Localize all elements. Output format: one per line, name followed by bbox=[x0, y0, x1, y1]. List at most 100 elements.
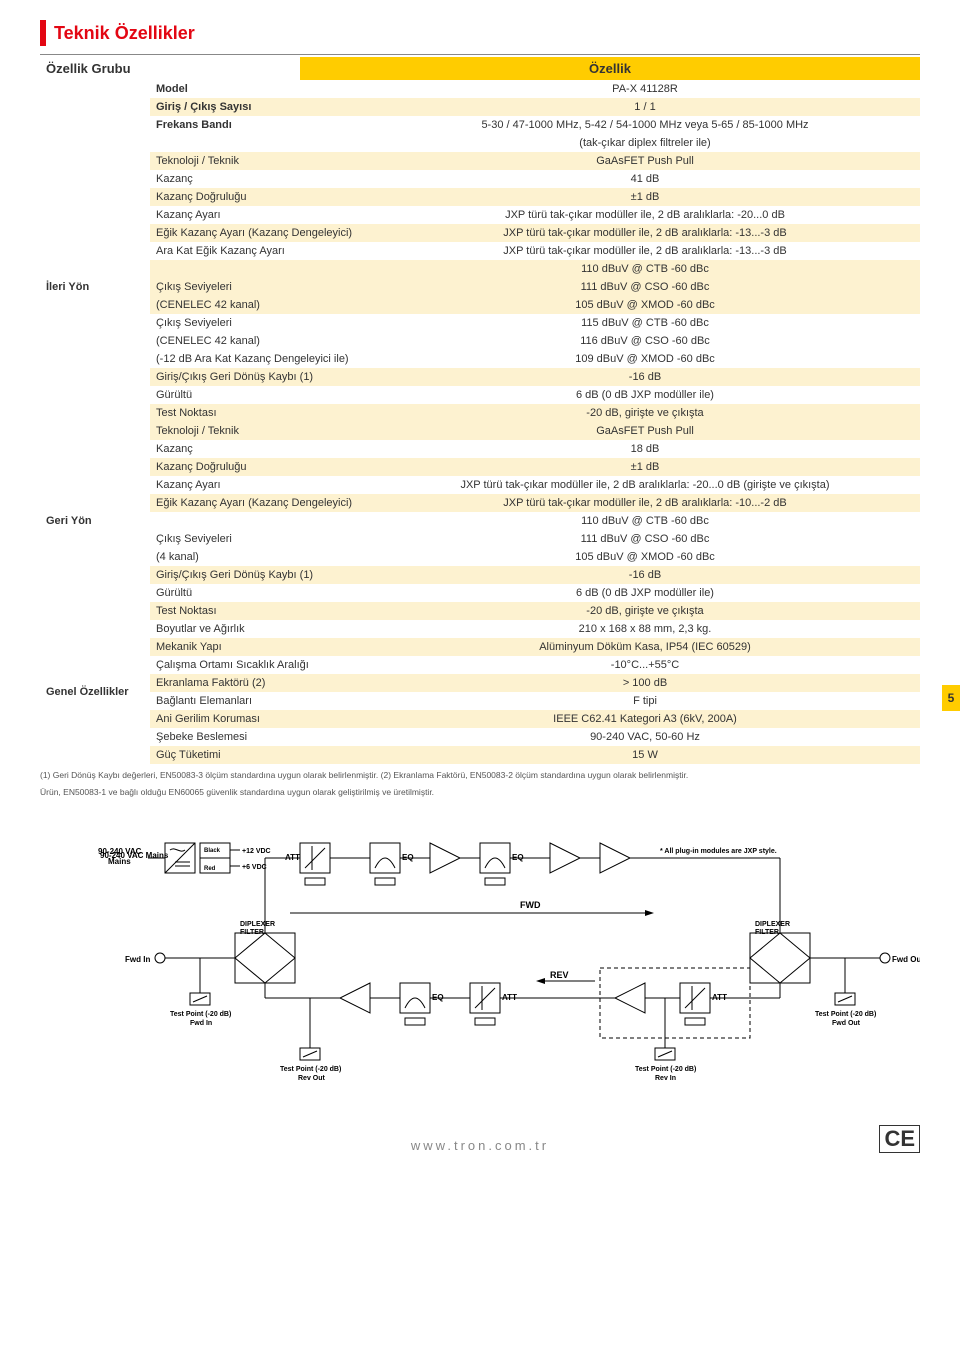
footnote-1: (1) Geri Dönüş Kaybı değerleri, EN50083-… bbox=[40, 770, 920, 781]
svg-text:Test Point (-20 dB): Test Point (-20 dB) bbox=[635, 1066, 696, 1073]
footnote-2: Ürün, EN50083-1 ve bağlı olduğu EN60065 … bbox=[40, 787, 920, 798]
attr-cell: Ani Gerilim Koruması bbox=[150, 710, 370, 728]
table-row: Geri YönTeknoloji / TeknikGaAsFET Push P… bbox=[40, 422, 920, 440]
value-cell: IEEE C62.41 Kategori A3 (6kV, 200A) bbox=[370, 710, 920, 728]
svg-text:90-240 VAC: 90-240 VAC bbox=[98, 847, 142, 856]
table-row: (4 kanal)105 dBuV @ XMOD -60 dBc bbox=[40, 548, 920, 566]
attr-cell: Kazanç Ayarı bbox=[150, 476, 370, 494]
table-row: Çıkış Seviyeleri111 dBuV @ CSO -60 dBc bbox=[40, 530, 920, 548]
attr-cell: Çıkış Seviyeleri bbox=[150, 530, 370, 548]
svg-text:Black: Black bbox=[204, 848, 221, 854]
attr-cell: Giriş / Çıkış Sayısı bbox=[150, 98, 370, 116]
value-cell: JXP türü tak-çıkar modüller ile, 2 dB ar… bbox=[370, 494, 920, 512]
value-cell: JXP türü tak-çıkar modüller ile, 2 dB ar… bbox=[370, 206, 920, 224]
table-row: Kazanç AyarıJXP türü tak-çıkar modüller … bbox=[40, 476, 920, 494]
value-cell: 109 dBuV @ XMOD -60 dBc bbox=[370, 350, 920, 368]
rev-label: REV bbox=[550, 970, 569, 980]
table-row: (CENELEC 42 kanal)105 dBuV @ XMOD -60 dB… bbox=[40, 296, 920, 314]
value-cell: 115 dBuV @ CTB -60 dBc bbox=[370, 314, 920, 332]
table-row: Bağlantı ElemanlarıF tipi bbox=[40, 692, 920, 710]
attr-cell: Teknoloji / Teknik bbox=[150, 152, 370, 170]
attr-cell: Giriş/Çıkış Geri Dönüş Kaybı (1) bbox=[150, 368, 370, 386]
value-cell: JXP türü tak-çıkar modüller ile, 2 dB ar… bbox=[370, 242, 920, 260]
attr-cell: Kazanç Doğruluğu bbox=[150, 458, 370, 476]
attr-cell: (CENELEC 42 kanal) bbox=[150, 332, 370, 350]
svg-text:Fwd In: Fwd In bbox=[190, 1020, 212, 1027]
value-cell: 6 dB (0 dB JXP modüller ile) bbox=[370, 584, 920, 602]
attr-cell: Çıkış Seviyeleri bbox=[150, 314, 370, 332]
value-cell: JXP türü tak-çıkar modüller ile, 2 dB ar… bbox=[370, 476, 920, 494]
attr-cell: Test Noktası bbox=[150, 404, 370, 422]
attr-cell: Teknoloji / Teknik bbox=[150, 422, 370, 440]
jxp-note: * All plug-in modules are JXP style. bbox=[660, 848, 777, 855]
block-diagram: 90-240 VAC Mains 90-240 VAC Mains Black … bbox=[40, 818, 920, 1118]
value-cell: 111 dBuV @ CSO -60 dBc bbox=[370, 530, 920, 548]
value-cell: -16 dB bbox=[370, 368, 920, 386]
value-cell: 18 dB bbox=[370, 440, 920, 458]
table-row: Genel ÖzelliklerBoyutlar ve Ağırlık210 x… bbox=[40, 620, 920, 638]
table-row: İleri YönTeknoloji / TeknikGaAsFET Push … bbox=[40, 152, 920, 170]
svg-text:DIPLEXER: DIPLEXER bbox=[240, 921, 275, 928]
table-row: Çalışma Ortamı Sıcaklık Aralığı-10°C...+… bbox=[40, 656, 920, 674]
v6-label: +6 VDC bbox=[242, 864, 267, 871]
value-cell: -16 dB bbox=[370, 566, 920, 584]
attr-cell: Kazanç Doğruluğu bbox=[150, 188, 370, 206]
table-row: Gürültü6 dB (0 dB JXP modüller ile) bbox=[40, 584, 920, 602]
value-cell: ±1 dB bbox=[370, 458, 920, 476]
table-row: Giriş/Çıkış Geri Dönüş Kaybı (1)-16 dB bbox=[40, 566, 920, 584]
table-row: Çıkış Seviyeleri111 dBuV @ CSO -60 dBc bbox=[40, 278, 920, 296]
table-row: Giriş/Çıkış Geri Dönüş Kaybı (1)-16 dB bbox=[40, 368, 920, 386]
value-cell: ±1 dB bbox=[370, 188, 920, 206]
table-row: (tak-çıkar diplex filtreler ile) bbox=[40, 134, 920, 152]
table-row: Kazanç18 dB bbox=[40, 440, 920, 458]
table-row: (-12 dB Ara Kat Kazanç Dengeleyici ile)1… bbox=[40, 350, 920, 368]
attr-cell: Frekans Bandı bbox=[150, 116, 370, 134]
group-label: Genel Özellikler bbox=[40, 620, 150, 764]
attr-cell: Eğik Kazanç Ayarı (Kazanç Dengeleyici) bbox=[150, 494, 370, 512]
table-row: Güç Tüketimi15 W bbox=[40, 746, 920, 764]
fwd-label: FWD bbox=[520, 900, 541, 910]
value-cell: > 100 dB bbox=[370, 674, 920, 692]
attr-cell bbox=[150, 512, 370, 530]
group-label bbox=[40, 116, 150, 152]
table-row: Şebeke Beslemesi90-240 VAC, 50-60 Hz bbox=[40, 728, 920, 746]
attr-cell: Bağlantı Elemanları bbox=[150, 692, 370, 710]
svg-text:Test Point (-20 dB): Test Point (-20 dB) bbox=[815, 1011, 876, 1018]
attr-cell: (4 kanal) bbox=[150, 548, 370, 566]
value-cell: -10°C...+55°C bbox=[370, 656, 920, 674]
group-label: İleri Yön bbox=[40, 152, 150, 422]
svg-text:DIPLEXER: DIPLEXER bbox=[755, 921, 790, 928]
value-cell: 6 dB (0 dB JXP modüller ile) bbox=[370, 386, 920, 404]
attr-cell: Kazanç Ayarı bbox=[150, 206, 370, 224]
title-bar: Teknik Özellikler bbox=[40, 20, 920, 46]
value-cell: 105 dBuV @ XMOD -60 dBc bbox=[370, 548, 920, 566]
table-row: Eğik Kazanç Ayarı (Kazanç Dengeleyici)JX… bbox=[40, 494, 920, 512]
value-cell: 110 dBuV @ CTB -60 dBc bbox=[370, 512, 920, 530]
v12-label: +12 VDC bbox=[242, 848, 271, 855]
title-marker bbox=[40, 20, 46, 46]
ce-mark: CE bbox=[879, 1125, 920, 1153]
side-tab: 5 bbox=[942, 685, 960, 711]
svg-text:Rev Out: Rev Out bbox=[298, 1075, 326, 1082]
attr-cell: Test Noktası bbox=[150, 602, 370, 620]
svg-text:FILTER: FILTER bbox=[240, 929, 264, 936]
value-cell: 41 dB bbox=[370, 170, 920, 188]
value-cell: PA-X 41128R bbox=[370, 80, 920, 98]
table-row: Mekanik YapıAlüminyum Döküm Kasa, IP54 (… bbox=[40, 638, 920, 656]
table-row: 110 dBuV @ CTB -60 dBc bbox=[40, 260, 920, 278]
value-cell: -20 dB, girişte ve çıkışta bbox=[370, 602, 920, 620]
attr-cell: Mekanik Yapı bbox=[150, 638, 370, 656]
group-label bbox=[40, 80, 150, 116]
value-cell: Alüminyum Döküm Kasa, IP54 (IEC 60529) bbox=[370, 638, 920, 656]
attr-cell bbox=[150, 134, 370, 152]
fwd-in-label: Fwd In bbox=[125, 955, 150, 964]
value-cell: -20 dB, girişte ve çıkışta bbox=[370, 404, 920, 422]
table-row: Test Noktası-20 dB, girişte ve çıkışta bbox=[40, 404, 920, 422]
table-row: Ani Gerilim KorumasıIEEE C62.41 Kategori… bbox=[40, 710, 920, 728]
divider bbox=[40, 54, 920, 55]
attr-cell: Kazanç bbox=[150, 440, 370, 458]
attr-cell: Eğik Kazanç Ayarı (Kazanç Dengeleyici) bbox=[150, 224, 370, 242]
header-right: Özellik bbox=[300, 57, 920, 80]
value-cell: 5-30 / 47-1000 MHz, 5-42 / 54-1000 MHz v… bbox=[370, 116, 920, 134]
svg-text:Rev In: Rev In bbox=[655, 1075, 676, 1082]
